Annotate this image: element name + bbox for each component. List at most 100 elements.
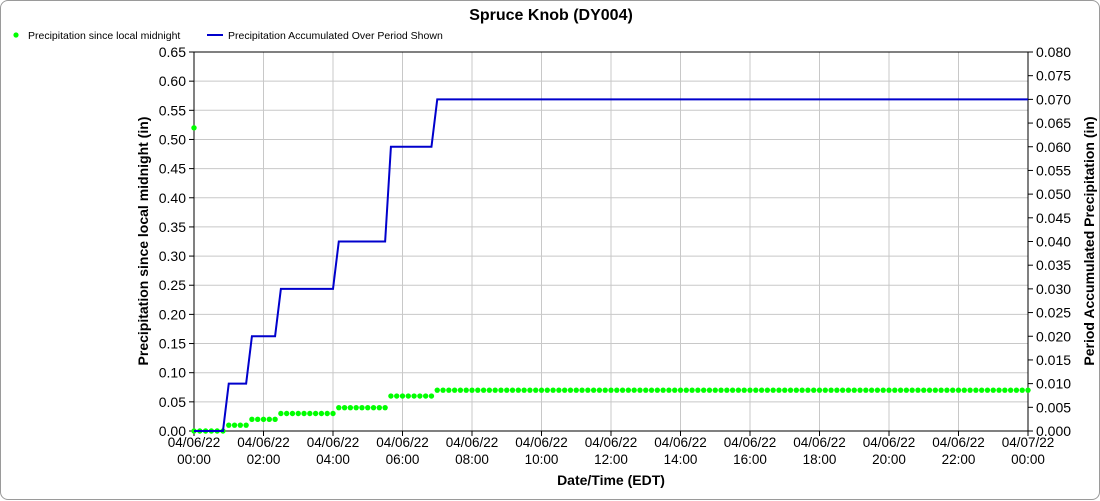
data-point <box>324 410 330 417</box>
data-point <box>417 393 423 399</box>
data-point <box>538 387 545 393</box>
x-axis-label: Date/Time (EDT) <box>557 472 665 488</box>
data-point <box>533 387 539 393</box>
x-tick-time: 10:00 <box>525 452 559 467</box>
x-tick-time: 04:00 <box>316 452 350 467</box>
data-point <box>405 393 411 399</box>
left-tick-label: 0.15 <box>159 336 186 352</box>
data-point <box>272 416 278 423</box>
right-tick-label: 0.030 <box>1036 281 1071 297</box>
legend: Precipitation since local midnight Preci… <box>13 30 443 42</box>
data-point <box>938 387 944 393</box>
data-point <box>799 387 805 393</box>
data-point <box>469 387 475 393</box>
x-tick-date: 04/06/22 <box>724 435 777 450</box>
data-point <box>561 387 568 393</box>
data-point <box>440 387 446 393</box>
data-point <box>255 416 261 423</box>
data-point <box>521 387 527 393</box>
data-point <box>909 387 915 393</box>
data-point <box>973 387 979 393</box>
right-tick-label: 0.045 <box>1036 210 1071 226</box>
data-point <box>782 387 788 393</box>
data-point <box>504 387 510 393</box>
left-tick-label: 0.65 <box>159 44 186 60</box>
right-tick-label: 0.020 <box>1036 328 1071 344</box>
left-tick-label: 0.35 <box>159 219 186 235</box>
data-point <box>434 387 440 393</box>
data-point <box>955 387 962 393</box>
left-tick-label: 0.25 <box>159 277 186 293</box>
right-tick-label: 0.050 <box>1036 186 1071 202</box>
data-point <box>932 387 939 393</box>
x-tick-date: 04/06/22 <box>932 435 985 450</box>
x-tick-time: 20:00 <box>872 452 906 467</box>
data-point <box>463 387 469 393</box>
right-tick-label: 0.070 <box>1036 91 1071 107</box>
data-point <box>382 404 388 411</box>
left-tick-label: 0.50 <box>159 131 186 147</box>
data-point <box>672 387 678 393</box>
data-point <box>1019 387 1025 393</box>
data-point <box>388 393 394 399</box>
data-point <box>550 387 556 393</box>
left-tick-label: 0.20 <box>159 306 186 322</box>
data-point <box>903 387 910 393</box>
x-tick-date: 04/06/22 <box>446 435 499 450</box>
data-point <box>231 422 238 428</box>
data-point <box>648 387 655 393</box>
x-tick-time: 00:00 <box>177 452 211 467</box>
data-point <box>544 387 550 393</box>
data-point <box>312 410 319 417</box>
x-tick-time: 14:00 <box>664 452 698 467</box>
data-point <box>961 387 967 393</box>
data-point <box>689 387 695 393</box>
data-point <box>422 393 429 399</box>
data-point <box>874 387 881 393</box>
left-tick-label: 0.30 <box>159 248 186 264</box>
data-point <box>735 387 742 393</box>
data-point <box>787 387 794 393</box>
data-point <box>747 387 753 393</box>
data-point <box>243 422 249 428</box>
x-tick-date: 04/06/22 <box>237 435 290 450</box>
x-axis: 04/06/22 00:00 04/06/22 02:00 04/06/22 04:00 0… <box>168 431 1054 467</box>
data-point <box>579 387 585 393</box>
data-point <box>950 387 956 393</box>
data-point <box>567 387 574 393</box>
data-point <box>816 387 823 393</box>
data-point <box>370 404 377 411</box>
data-point <box>695 387 701 393</box>
data-point <box>741 387 747 393</box>
right-tick-label: 0.005 <box>1036 399 1071 415</box>
data-point <box>683 387 689 393</box>
data-point <box>839 387 846 393</box>
right-tick-label: 0.015 <box>1036 352 1071 368</box>
data-point <box>341 404 348 411</box>
data-point <box>625 387 632 393</box>
data-point <box>793 387 800 393</box>
x-tick-date: 04/06/22 <box>515 435 568 450</box>
x-tick-time: 06:00 <box>386 452 420 467</box>
data-point <box>307 410 313 417</box>
data-point <box>330 410 336 417</box>
x-tick-time: 02:00 <box>247 452 281 467</box>
data-point <box>724 387 730 393</box>
data-point <box>990 387 996 393</box>
left-tick-label: 0.05 <box>159 394 186 410</box>
data-point <box>643 387 649 393</box>
data-point <box>365 404 371 411</box>
data-point <box>637 387 643 393</box>
x-tick-time: 08:00 <box>455 452 489 467</box>
data-point <box>984 387 991 393</box>
data-point <box>399 393 406 399</box>
data-point <box>863 387 869 393</box>
x-tick-time: 00:00 <box>1011 452 1045 467</box>
x-tick-time: 12:00 <box>594 452 628 467</box>
data-point <box>921 387 927 393</box>
data-point <box>776 387 782 393</box>
data-point <box>718 387 724 393</box>
data-point <box>446 387 452 393</box>
data-point <box>978 387 985 393</box>
data-point <box>944 387 950 393</box>
